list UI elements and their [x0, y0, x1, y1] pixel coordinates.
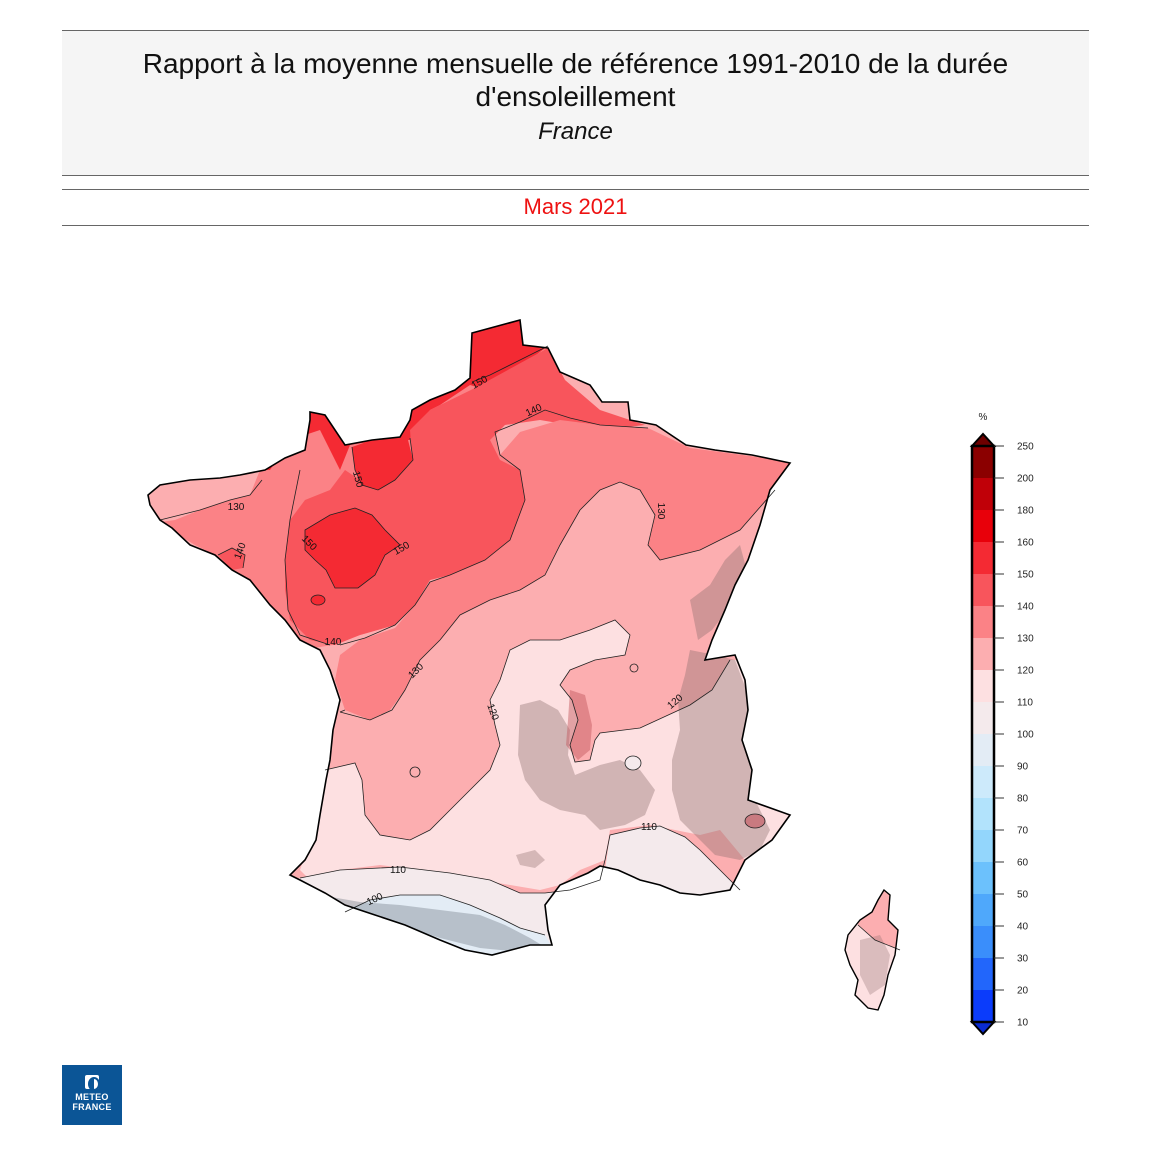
colorbar: % 250 200 180 160 150 140 130 120 110 100 90 80 70 60…	[969, 412, 1034, 1036]
meteo-france-logo: METEO FRANCE	[62, 1065, 122, 1125]
colorbar-segment	[972, 510, 994, 542]
mainland-contour-fills	[148, 320, 790, 955]
period-label: Mars 2021	[523, 194, 628, 219]
logo-line2: FRANCE	[72, 1102, 112, 1112]
colorbar-segment	[972, 446, 994, 478]
colorbar-unit: %	[979, 412, 988, 423]
contour-lines	[159, 345, 776, 936]
colorbar-segment	[972, 894, 994, 926]
colorbar-segment	[972, 670, 994, 702]
logo-line1: METEO	[75, 1092, 109, 1102]
colorbar-tick-label: 70	[1017, 826, 1029, 837]
colorbar-tick-label: 100	[1017, 730, 1034, 741]
colorbar-over-arrow	[969, 432, 997, 447]
colorbar-tick-label: 160	[1017, 538, 1034, 549]
colorbar-tick-label: 180	[1017, 506, 1034, 517]
colorbar-tick-label: 110	[1017, 698, 1033, 709]
colorbar-segment	[972, 958, 994, 990]
colorbar-tick-label: 60	[1017, 858, 1029, 869]
colorbar-tick-label: 90	[1017, 762, 1029, 773]
colorbar-segment	[972, 574, 994, 606]
title-panel: Rapport à la moyenne mensuelle de référe…	[62, 30, 1089, 176]
colorbar-tick-label: 130	[1017, 634, 1034, 645]
map-title: Rapport à la moyenne mensuelle de référe…	[142, 48, 1009, 112]
colorbar-tick-label: 120	[1017, 666, 1034, 677]
period-band: Mars 2021	[62, 189, 1089, 226]
colorbar-segment	[972, 830, 994, 862]
contour-label: 110	[390, 865, 406, 876]
colorbar-tick-label: 140	[1017, 602, 1034, 613]
colorbar-segment	[972, 638, 994, 670]
colorbar-segment	[972, 766, 994, 798]
colorbar-segment	[972, 478, 994, 510]
colorbar-tick-label: 80	[1017, 794, 1029, 805]
colorbar-segment	[972, 990, 994, 1022]
colorbar-segment	[972, 542, 994, 574]
colorbar-tick-label: 30	[1017, 954, 1029, 965]
colorbar-tick-label: 50	[1017, 890, 1029, 901]
colorbar-segment	[972, 606, 994, 638]
colorbar-segment	[972, 926, 994, 958]
colorbar-tick-label: 10	[1017, 1018, 1029, 1029]
colorbar-segment	[972, 862, 994, 894]
contour-label: 140	[325, 637, 342, 648]
colorbar-tick-label: 20	[1017, 986, 1029, 997]
region-subtitle: France	[538, 118, 613, 145]
contour-label: 110	[641, 822, 657, 833]
colorbar-tick-label: 150	[1017, 570, 1034, 581]
colorbar-tick-label: 200	[1017, 474, 1034, 485]
colorbar-under-arrow	[969, 1021, 997, 1036]
colorbar-tick-label: 40	[1017, 922, 1029, 933]
contour-label: 130	[655, 503, 666, 520]
colorbar-segment	[972, 734, 994, 766]
colorbar-tick-label: 250	[1017, 442, 1034, 453]
colorbar-segment	[972, 702, 994, 734]
contour-label: 130	[228, 502, 245, 513]
meteo-france-emblem-icon	[85, 1075, 100, 1091]
contour-label: 150	[350, 470, 365, 489]
colorbar-segment	[972, 798, 994, 830]
